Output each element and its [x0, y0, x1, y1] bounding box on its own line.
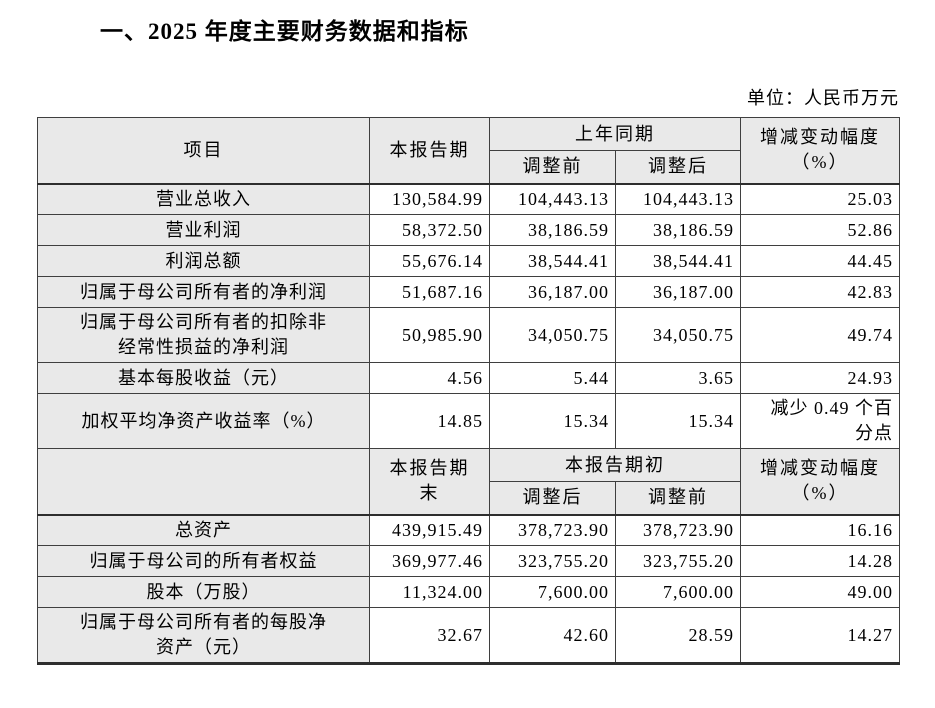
value-cell: 369,977.46: [369, 545, 490, 577]
value-cell: 323,755.20: [489, 545, 616, 577]
item-cell: 营业利润: [37, 214, 370, 246]
value-cell: 50,985.90: [369, 307, 490, 363]
value-cell: 439,915.49: [369, 513, 490, 546]
table-row: 股本（万股） 11,324.00 7,600.00 7,600.00 49.00: [37, 576, 900, 608]
table-row: 归属于母公司所有者的每股净资产（元） 32.67 42.60 28.59 14.…: [37, 607, 900, 665]
value-cell: 16.16: [740, 513, 900, 546]
page-title: 一、2025 年度主要财务数据和指标: [100, 19, 469, 44]
item-cell: 归属于母公司所有者的净利润: [37, 276, 370, 308]
value-cell: 104,443.13: [615, 182, 741, 215]
section1-header-row-1: 项目 本报告期 上年同期 增减变动幅度（%）: [37, 117, 900, 184]
value-cell: 14.85: [369, 393, 490, 449]
value-cell: 25.03: [740, 182, 900, 215]
item-cell: 加权平均净资产收益率（%）: [37, 393, 370, 449]
value-cell: 28.59: [615, 607, 741, 665]
value-cell: 378,723.90: [615, 513, 741, 546]
col-header-after-adjust-2: 调整后: [489, 481, 616, 515]
value-cell: 49.00: [740, 576, 900, 608]
item-cell: 归属于母公司的所有者权益: [37, 545, 370, 577]
value-cell: 5.44: [489, 362, 616, 394]
col-header-period-begin-group: 本报告期初: [489, 448, 741, 482]
col-header-item-blank: [37, 448, 370, 515]
col-header-item: 项目: [37, 117, 370, 184]
item-cell: 利润总额: [37, 245, 370, 277]
value-cell: 14.28: [740, 545, 900, 577]
col-header-before-adjust-2: 调整前: [615, 481, 741, 515]
value-cell: 51,687.16: [369, 276, 490, 308]
value-cell: 378,723.90: [489, 513, 616, 546]
table-row: 利润总额 55,676.14 38,544.41 38,544.41 44.45: [37, 245, 900, 277]
item-cell: 基本每股收益（元）: [37, 362, 370, 394]
value-cell: 34,050.75: [489, 307, 616, 363]
value-cell: 55,676.14: [369, 245, 490, 277]
table-row: 总资产 439,915.49 378,723.90 378,723.90 16.…: [37, 513, 900, 546]
unit-note: 单位：人民币万元: [747, 88, 899, 108]
table-row: 归属于母公司的所有者权益 369,977.46 323,755.20 323,7…: [37, 545, 900, 577]
value-cell: 52.86: [740, 214, 900, 246]
col-header-change-pct: 增减变动幅度（%）: [740, 117, 900, 184]
table-row: 营业利润 58,372.50 38,186.59 38,186.59 52.86: [37, 214, 900, 246]
table-row: 加权平均净资产收益率（%） 14.85 15.34 15.34 减少 0.49 …: [37, 393, 900, 449]
col-header-period-end: 本报告期末: [369, 448, 490, 515]
value-cell: 104,443.13: [489, 182, 616, 215]
value-cell: 36,187.00: [615, 276, 741, 308]
value-cell: 15.34: [489, 393, 616, 449]
value-cell: 4.56: [369, 362, 490, 394]
section2-header-row-1: 本报告期末 本报告期初 增减变动幅度（%）: [37, 448, 900, 515]
value-cell: 15.34: [615, 393, 741, 449]
col-header-change-pct-2: 增减变动幅度（%）: [740, 448, 900, 515]
value-cell: 32.67: [369, 607, 490, 665]
value-cell: 38,544.41: [615, 245, 741, 277]
value-cell: 42.83: [740, 276, 900, 308]
value-cell: 11,324.00: [369, 576, 490, 608]
value-cell: 38,544.41: [489, 245, 616, 277]
value-cell: 34,050.75: [615, 307, 741, 363]
value-cell: 7,600.00: [489, 576, 616, 608]
value-cell: 38,186.59: [615, 214, 741, 246]
col-header-after-adjust: 调整后: [615, 150, 741, 184]
financial-table: 项目 本报告期 上年同期 增减变动幅度（%） 调整前 调整后 营业总收入 130…: [37, 117, 900, 665]
section1-header-row-2: 调整前 调整后: [38, 150, 900, 184]
item-cell: 营业总收入: [37, 182, 370, 215]
value-cell: 42.60: [489, 607, 616, 665]
col-header-current-period: 本报告期: [369, 117, 490, 184]
item-cell: 归属于母公司所有者的扣除非经常性损益的净利润: [37, 307, 370, 363]
value-cell: 130,584.99: [369, 182, 490, 215]
table-row: 归属于母公司所有者的扣除非经常性损益的净利润 50,985.90 34,050.…: [37, 307, 900, 363]
value-cell: 24.93: [740, 362, 900, 394]
value-cell: 44.45: [740, 245, 900, 277]
col-header-prior-period-group: 上年同期: [489, 117, 741, 151]
table-row: 归属于母公司所有者的净利润 51,687.16 36,187.00 36,187…: [37, 276, 900, 308]
value-cell: 38,186.59: [489, 214, 616, 246]
value-cell: 49.74: [740, 307, 900, 363]
item-cell: 归属于母公司所有者的每股净资产（元）: [37, 607, 370, 665]
item-cell: 股本（万股）: [37, 576, 370, 608]
value-cell: 3.65: [615, 362, 741, 394]
value-cell: 323,755.20: [615, 545, 741, 577]
value-cell: 58,372.50: [369, 214, 490, 246]
item-cell: 总资产: [37, 513, 370, 546]
value-cell: 7,600.00: [615, 576, 741, 608]
value-cell: 36,187.00: [489, 276, 616, 308]
value-cell: 减少 0.49 个百分点: [740, 393, 900, 449]
col-header-before-adjust: 调整前: [489, 150, 616, 184]
table-row: 基本每股收益（元） 4.56 5.44 3.65 24.93: [37, 362, 900, 394]
table-row: 营业总收入 130,584.99 104,443.13 104,443.13 2…: [37, 182, 900, 215]
value-cell: 14.27: [740, 607, 900, 665]
